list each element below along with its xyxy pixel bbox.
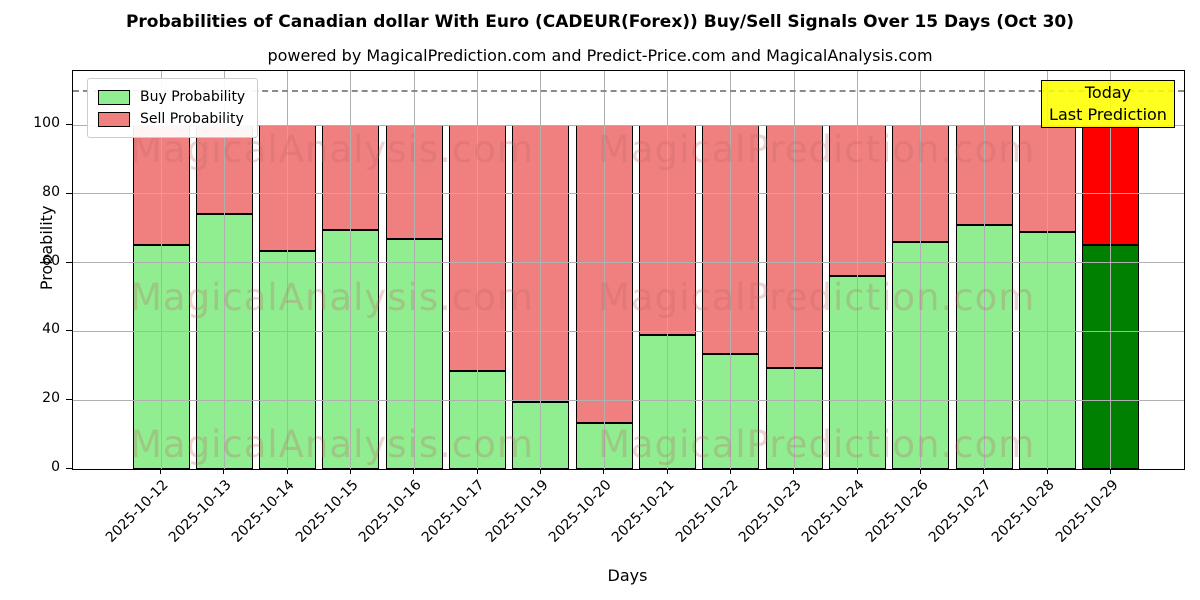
y-tick-label: 40 [42, 321, 60, 338]
y-tick-label: 100 [33, 115, 60, 131]
x-tick-label-text: 2025-10-20 [545, 477, 615, 546]
x-tick-label-text: 2025-10-13 [165, 477, 235, 546]
legend-item-buy: Buy Probability [98, 86, 245, 108]
y-tick-label: 20 [42, 390, 60, 407]
x-tick-label-text: 2025-10-14 [229, 477, 298, 546]
x-gridline [287, 71, 289, 469]
chart-title: Probabilities of Canadian dollar With Eu… [125, 12, 1075, 32]
x-tick-mark [856, 469, 858, 474]
x-tick-label-text: 2025-10-26 [862, 477, 932, 546]
x-gridline [477, 71, 479, 469]
y-tick-label: 0 [51, 459, 60, 475]
y-tick-label: 60 [42, 252, 60, 269]
y-tick-mark [66, 261, 72, 263]
watermark-right: MagicalPrediction.com [598, 423, 1036, 466]
x-tick-mark [1046, 469, 1048, 474]
chart-subtitle: powered by MagicalPrediction.com and Pre… [267, 46, 933, 65]
x-tick-label-text: 2025-10-12 [102, 477, 172, 546]
x-axis-label: Days [607, 566, 648, 585]
x-tick-label-text: 2025-10-28 [989, 477, 1058, 546]
x-gridline [603, 71, 605, 469]
x-tick-mark [413, 469, 415, 474]
y-axis-label: Probability [37, 206, 56, 312]
x-tick-label-text: 2025-10-15 [292, 477, 362, 546]
x-gridline [983, 71, 985, 469]
x-gridline [730, 71, 732, 469]
x-tick-mark [160, 469, 161, 474]
x-tick-mark [603, 469, 605, 474]
y-tick-mark [66, 399, 72, 401]
x-tick-mark [476, 469, 478, 474]
today-annotation-line2: Last Prediction [1049, 105, 1167, 124]
y-tick-mark [66, 192, 72, 194]
x-tick-label-text: 2025-10-29 [1052, 477, 1122, 546]
x-tick-mark [666, 469, 668, 474]
x-tick-label-text: 2025-10-16 [355, 477, 425, 546]
y-gridline [73, 193, 1184, 195]
plot-area: Buy Probability Sell Probability Today L… [72, 70, 1185, 470]
x-gridline [350, 71, 352, 469]
x-gridline [1047, 71, 1049, 469]
x-gridline [1110, 71, 1112, 469]
y-gridline [73, 399, 1184, 401]
watermark-left: MagicalAnalysis.com [130, 423, 534, 466]
x-gridline [857, 71, 859, 469]
y-tick-label: 80 [42, 183, 60, 200]
x-tick-mark [539, 469, 541, 474]
x-tick-label-text: 2025-10-21 [609, 477, 678, 546]
x-tick-mark [793, 469, 795, 474]
today-annotation-line1: Today [1084, 83, 1132, 102]
x-tick-label-text: 2025-10-19 [482, 477, 552, 546]
x-gridline [540, 71, 542, 469]
x-tick-mark [729, 469, 731, 474]
x-gridline [920, 71, 922, 469]
x-gridline [793, 71, 795, 469]
dashed-reference-line [73, 90, 1184, 92]
legend-swatch-sell [98, 111, 130, 127]
y-gridline [73, 330, 1184, 332]
legend-label-sell: Sell Probability [140, 111, 244, 127]
watermark-left: MagicalAnalysis.com [130, 276, 534, 319]
x-tick-mark [223, 469, 225, 474]
y-tick-mark [66, 124, 72, 125]
y-gridline [73, 124, 1184, 126]
x-gridline [413, 71, 415, 469]
x-gridline [223, 71, 225, 469]
x-tick-label-text: 2025-10-22 [672, 477, 742, 546]
legend-label-buy: Buy Probability [140, 89, 246, 105]
y-gridline [73, 262, 1184, 264]
x-tick-label-text: 2025-10-24 [799, 477, 868, 546]
x-tick-mark [983, 469, 985, 474]
x-gridline [160, 71, 162, 469]
x-tick-label-text: 2025-10-27 [925, 477, 995, 546]
x-tick-mark [1109, 469, 1111, 474]
today-annotation-box: Today Last Prediction [1041, 80, 1175, 128]
x-tick-mark [919, 469, 921, 474]
y-tick-mark [66, 330, 72, 332]
legend-item-sell: Sell Probability [98, 108, 245, 130]
y-tick-mark [66, 468, 72, 469]
watermark-right: MagicalPrediction.com [598, 128, 1036, 171]
x-tick-mark [349, 469, 351, 474]
legend: Buy Probability Sell Probability [87, 78, 259, 138]
x-gridline [667, 71, 669, 469]
x-tick-label-text: 2025-10-23 [735, 477, 805, 546]
legend-swatch-buy [98, 89, 130, 105]
x-tick-mark [286, 469, 288, 474]
x-tick-label-text: 2025-10-17 [419, 477, 488, 546]
watermark-right: MagicalPrediction.com [598, 276, 1036, 319]
